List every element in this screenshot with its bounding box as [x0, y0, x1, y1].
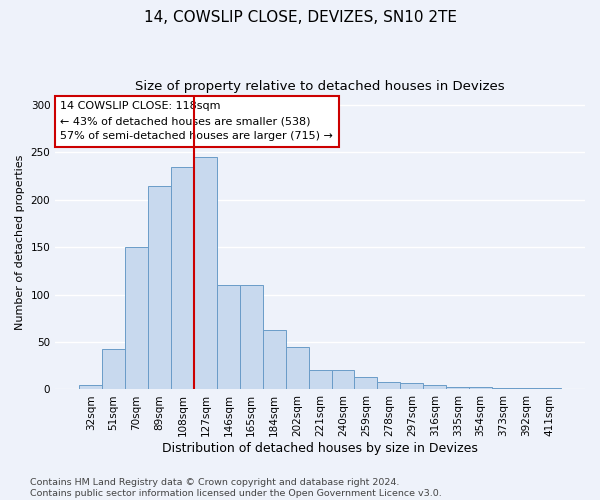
Bar — [355, 377, 377, 390]
Bar — [194, 157, 217, 390]
Bar — [538, 388, 561, 390]
Bar — [217, 285, 240, 390]
Bar — [263, 330, 286, 390]
Bar — [332, 370, 355, 390]
Bar — [286, 347, 308, 390]
Y-axis label: Number of detached properties: Number of detached properties — [15, 155, 25, 330]
Bar — [469, 386, 492, 390]
Bar — [308, 370, 332, 390]
Bar — [515, 388, 538, 390]
Text: 14 COWSLIP CLOSE: 118sqm
← 43% of detached houses are smaller (538)
57% of semi-: 14 COWSLIP CLOSE: 118sqm ← 43% of detach… — [61, 102, 334, 141]
Bar — [492, 388, 515, 390]
Bar — [102, 348, 125, 390]
Bar — [171, 166, 194, 390]
Bar — [79, 384, 102, 390]
Text: Contains HM Land Registry data © Crown copyright and database right 2024.
Contai: Contains HM Land Registry data © Crown c… — [30, 478, 442, 498]
X-axis label: Distribution of detached houses by size in Devizes: Distribution of detached houses by size … — [162, 442, 478, 455]
Bar — [148, 186, 171, 390]
Bar — [125, 247, 148, 390]
Text: 14, COWSLIP CLOSE, DEVIZES, SN10 2TE: 14, COWSLIP CLOSE, DEVIZES, SN10 2TE — [143, 10, 457, 25]
Bar — [446, 386, 469, 390]
Bar — [377, 382, 400, 390]
Bar — [240, 285, 263, 390]
Title: Size of property relative to detached houses in Devizes: Size of property relative to detached ho… — [135, 80, 505, 93]
Bar — [400, 383, 423, 390]
Bar — [423, 384, 446, 390]
